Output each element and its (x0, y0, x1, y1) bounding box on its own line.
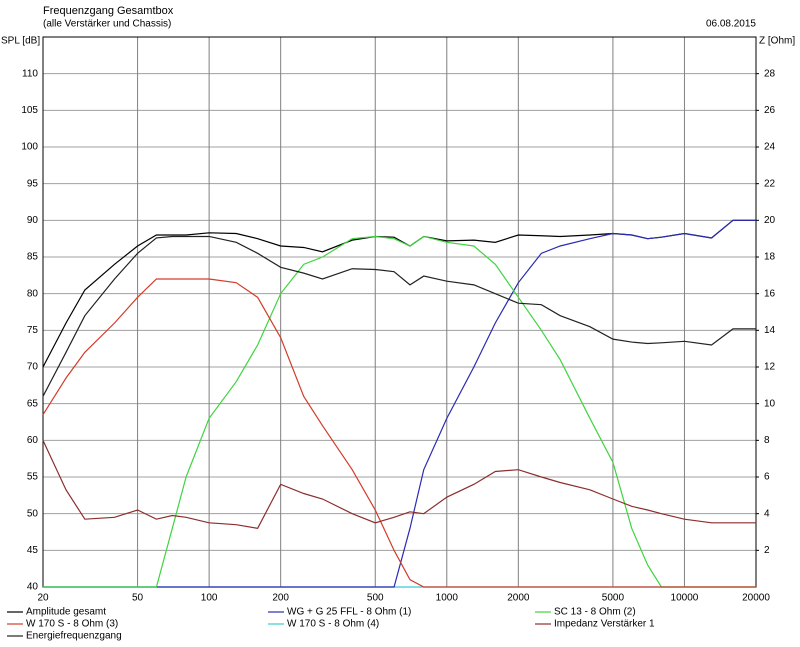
x-tick-label: 100 (201, 593, 218, 604)
y-tick-label: 95 (27, 178, 39, 189)
legend-label: Amplitude gesamt (26, 607, 106, 618)
x-tick-label: 10000 (671, 593, 699, 604)
legend-label: WG + G 25 FFL - 8 Ohm (1) (287, 607, 411, 618)
y-tick-label: 55 (27, 472, 39, 483)
y-tick-label: 100 (21, 142, 38, 153)
x-tick-label: 5000 (602, 593, 625, 604)
y-tick-label: 80 (27, 288, 39, 299)
x-tick-label: 1000 (436, 593, 459, 604)
y2-tick-label: 14 (764, 325, 776, 336)
legend-label: Energiefrequenzgang (26, 631, 122, 642)
y-tick-label: 85 (27, 252, 39, 263)
y-tick-label: 45 (27, 545, 39, 556)
x-tick-label: 50 (132, 593, 144, 604)
chart-title: Frequenzgang Gesamtbox (43, 5, 174, 17)
y-axis-label: SPL [dB] (1, 36, 40, 47)
x-tick-label: 200 (272, 593, 289, 604)
series-line (42, 278, 756, 588)
y2-tick-label: 2 (764, 545, 770, 556)
y-tick-label: 90 (27, 215, 39, 226)
y2-tick-label: 22 (764, 178, 776, 189)
x-tick-label: 20 (37, 593, 49, 604)
y2-tick-label: 10 (764, 398, 776, 409)
series-line (42, 440, 756, 529)
y-tick-label: 65 (27, 398, 39, 409)
y-tick-label: 50 (27, 508, 39, 519)
legend-label: SC 13 - 8 Ohm (2) (554, 607, 636, 618)
y2-tick-label: 24 (764, 142, 776, 153)
series-line (43, 219, 756, 588)
y2-tick-label: 28 (764, 68, 776, 79)
y2-tick-label: 18 (764, 252, 776, 263)
legend-label: W 170 S - 8 Ohm (4) (287, 619, 379, 630)
y2-tick-label: 4 (764, 508, 770, 519)
series-line (42, 235, 756, 397)
x-tick-label: 500 (367, 593, 384, 604)
x-tick-label: 2000 (507, 593, 530, 604)
x-tick-label: 20000 (742, 593, 770, 604)
y2-tick-label: 12 (764, 362, 776, 373)
y2-tick-label: 20 (764, 215, 776, 226)
y-tick-label: 110 (22, 68, 38, 79)
chart-subtitle: (alle Verstärker und Chassis) (43, 19, 171, 30)
y2-tick-label: 26 (764, 105, 776, 116)
legend-label: W 170 S - 8 Ohm (3) (26, 619, 118, 630)
chart-date: 06.08.2015 (706, 19, 756, 30)
y2-tick-label: 6 (764, 472, 770, 483)
y2-tick-label: 8 (764, 435, 770, 446)
legend-label: Impedanz Verstärker 1 (554, 619, 655, 630)
y-tick-label: 40 (27, 582, 39, 593)
series-line (43, 235, 756, 588)
y-tick-label: 75 (27, 325, 39, 336)
y-tick-label: 105 (21, 105, 38, 116)
y2-axis-label: Z [Ohm] (759, 36, 795, 47)
y2-tick-label: 16 (764, 288, 776, 299)
y-tick-label: 70 (27, 362, 39, 373)
y-tick-label: 60 (27, 435, 39, 446)
